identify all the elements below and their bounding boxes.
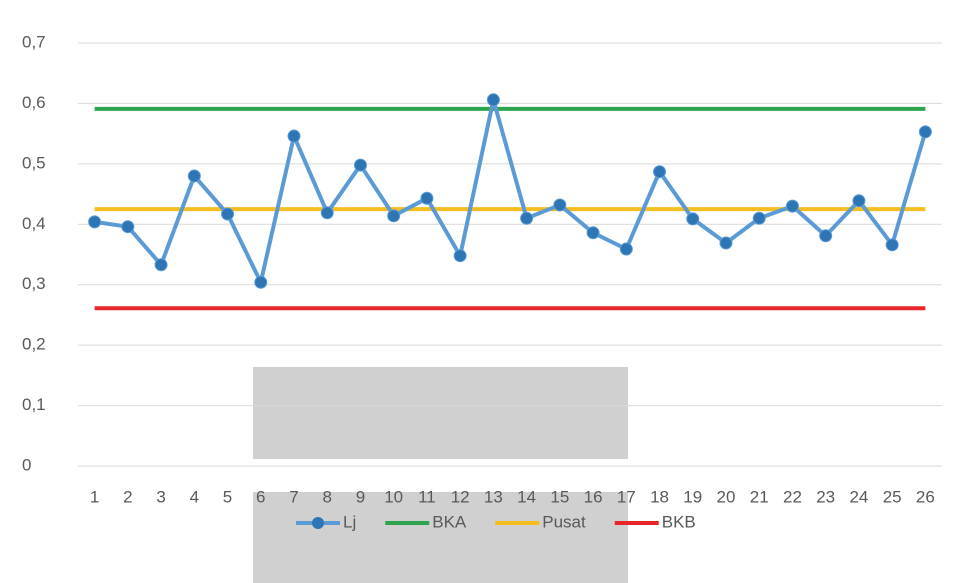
x-tick-label: 25 [883, 487, 902, 506]
point [420, 191, 434, 205]
legend-label: BKA [432, 512, 467, 531]
x-tick-label: 8 [322, 487, 331, 506]
x-tick-label: 1 [90, 487, 99, 506]
y-tick-label: 0,7 [22, 32, 46, 51]
legend-label: Pusat [542, 512, 586, 531]
point [885, 238, 899, 252]
point [221, 207, 235, 221]
y-tick-label: 0,3 [22, 274, 46, 293]
x-tick-label: 2 [123, 487, 132, 506]
x-tick-label: 7 [289, 487, 298, 506]
legend-item: BKB [614, 512, 696, 531]
x-tick-label: 22 [783, 487, 802, 506]
point [852, 194, 866, 208]
x-tick-label: 17 [617, 487, 636, 506]
point [653, 165, 667, 179]
point [254, 275, 268, 289]
x-tick-label: 13 [484, 487, 503, 506]
x-tick-label: 5 [223, 487, 232, 506]
point [320, 206, 334, 220]
x-tick-label: 3 [156, 487, 165, 506]
y-tick-label: 0,5 [22, 153, 46, 172]
x-tick-label: 11 [418, 487, 436, 506]
legend-item: Lj [296, 512, 356, 531]
x-tick-label: 21 [750, 487, 769, 506]
y-tick-label: 0,6 [22, 93, 46, 112]
x-tick-label: 20 [717, 487, 736, 506]
legend-marker [312, 517, 324, 529]
point [154, 258, 168, 272]
point [453, 249, 467, 263]
x-tick-label: 6 [256, 487, 265, 506]
point [785, 199, 799, 213]
point [121, 220, 135, 234]
legend-item: Pusat [495, 512, 586, 531]
x-tick-label: 24 [849, 487, 868, 506]
point [686, 212, 700, 226]
x-tick-label: 9 [356, 487, 365, 506]
x-tick-label: 12 [451, 487, 470, 506]
y-tick-label: 0,4 [22, 214, 46, 233]
point [553, 198, 567, 212]
point [287, 129, 301, 143]
watermark-block [253, 492, 628, 583]
point [486, 93, 500, 107]
y-tick-label: 0,1 [22, 395, 46, 414]
point [918, 125, 932, 139]
legend-label: BKB [662, 512, 696, 531]
y-tick-label: 0,2 [22, 335, 46, 354]
point [520, 211, 534, 225]
x-tick-label: 10 [384, 487, 403, 506]
x-tick-label: 18 [650, 487, 669, 506]
point [88, 215, 102, 229]
point [353, 158, 367, 172]
legend-item: BKA [385, 512, 467, 531]
y-tick-label: 0 [22, 455, 31, 474]
point [619, 242, 633, 256]
x-tick-label: 23 [816, 487, 835, 506]
watermark-block [253, 367, 628, 459]
point [586, 226, 600, 240]
point [187, 169, 201, 183]
x-tick-label: 4 [190, 487, 199, 506]
point [719, 236, 733, 250]
x-tick-label: 16 [584, 487, 603, 506]
x-tick-label: 15 [550, 487, 569, 506]
point [819, 229, 833, 243]
x-tick-label: 19 [683, 487, 702, 506]
point [752, 211, 766, 225]
x-tick-label: 14 [517, 487, 536, 506]
point [387, 209, 401, 223]
series-line [94, 97, 928, 285]
x-tick-label: 26 [916, 487, 935, 506]
legend-label: Lj [343, 512, 356, 531]
